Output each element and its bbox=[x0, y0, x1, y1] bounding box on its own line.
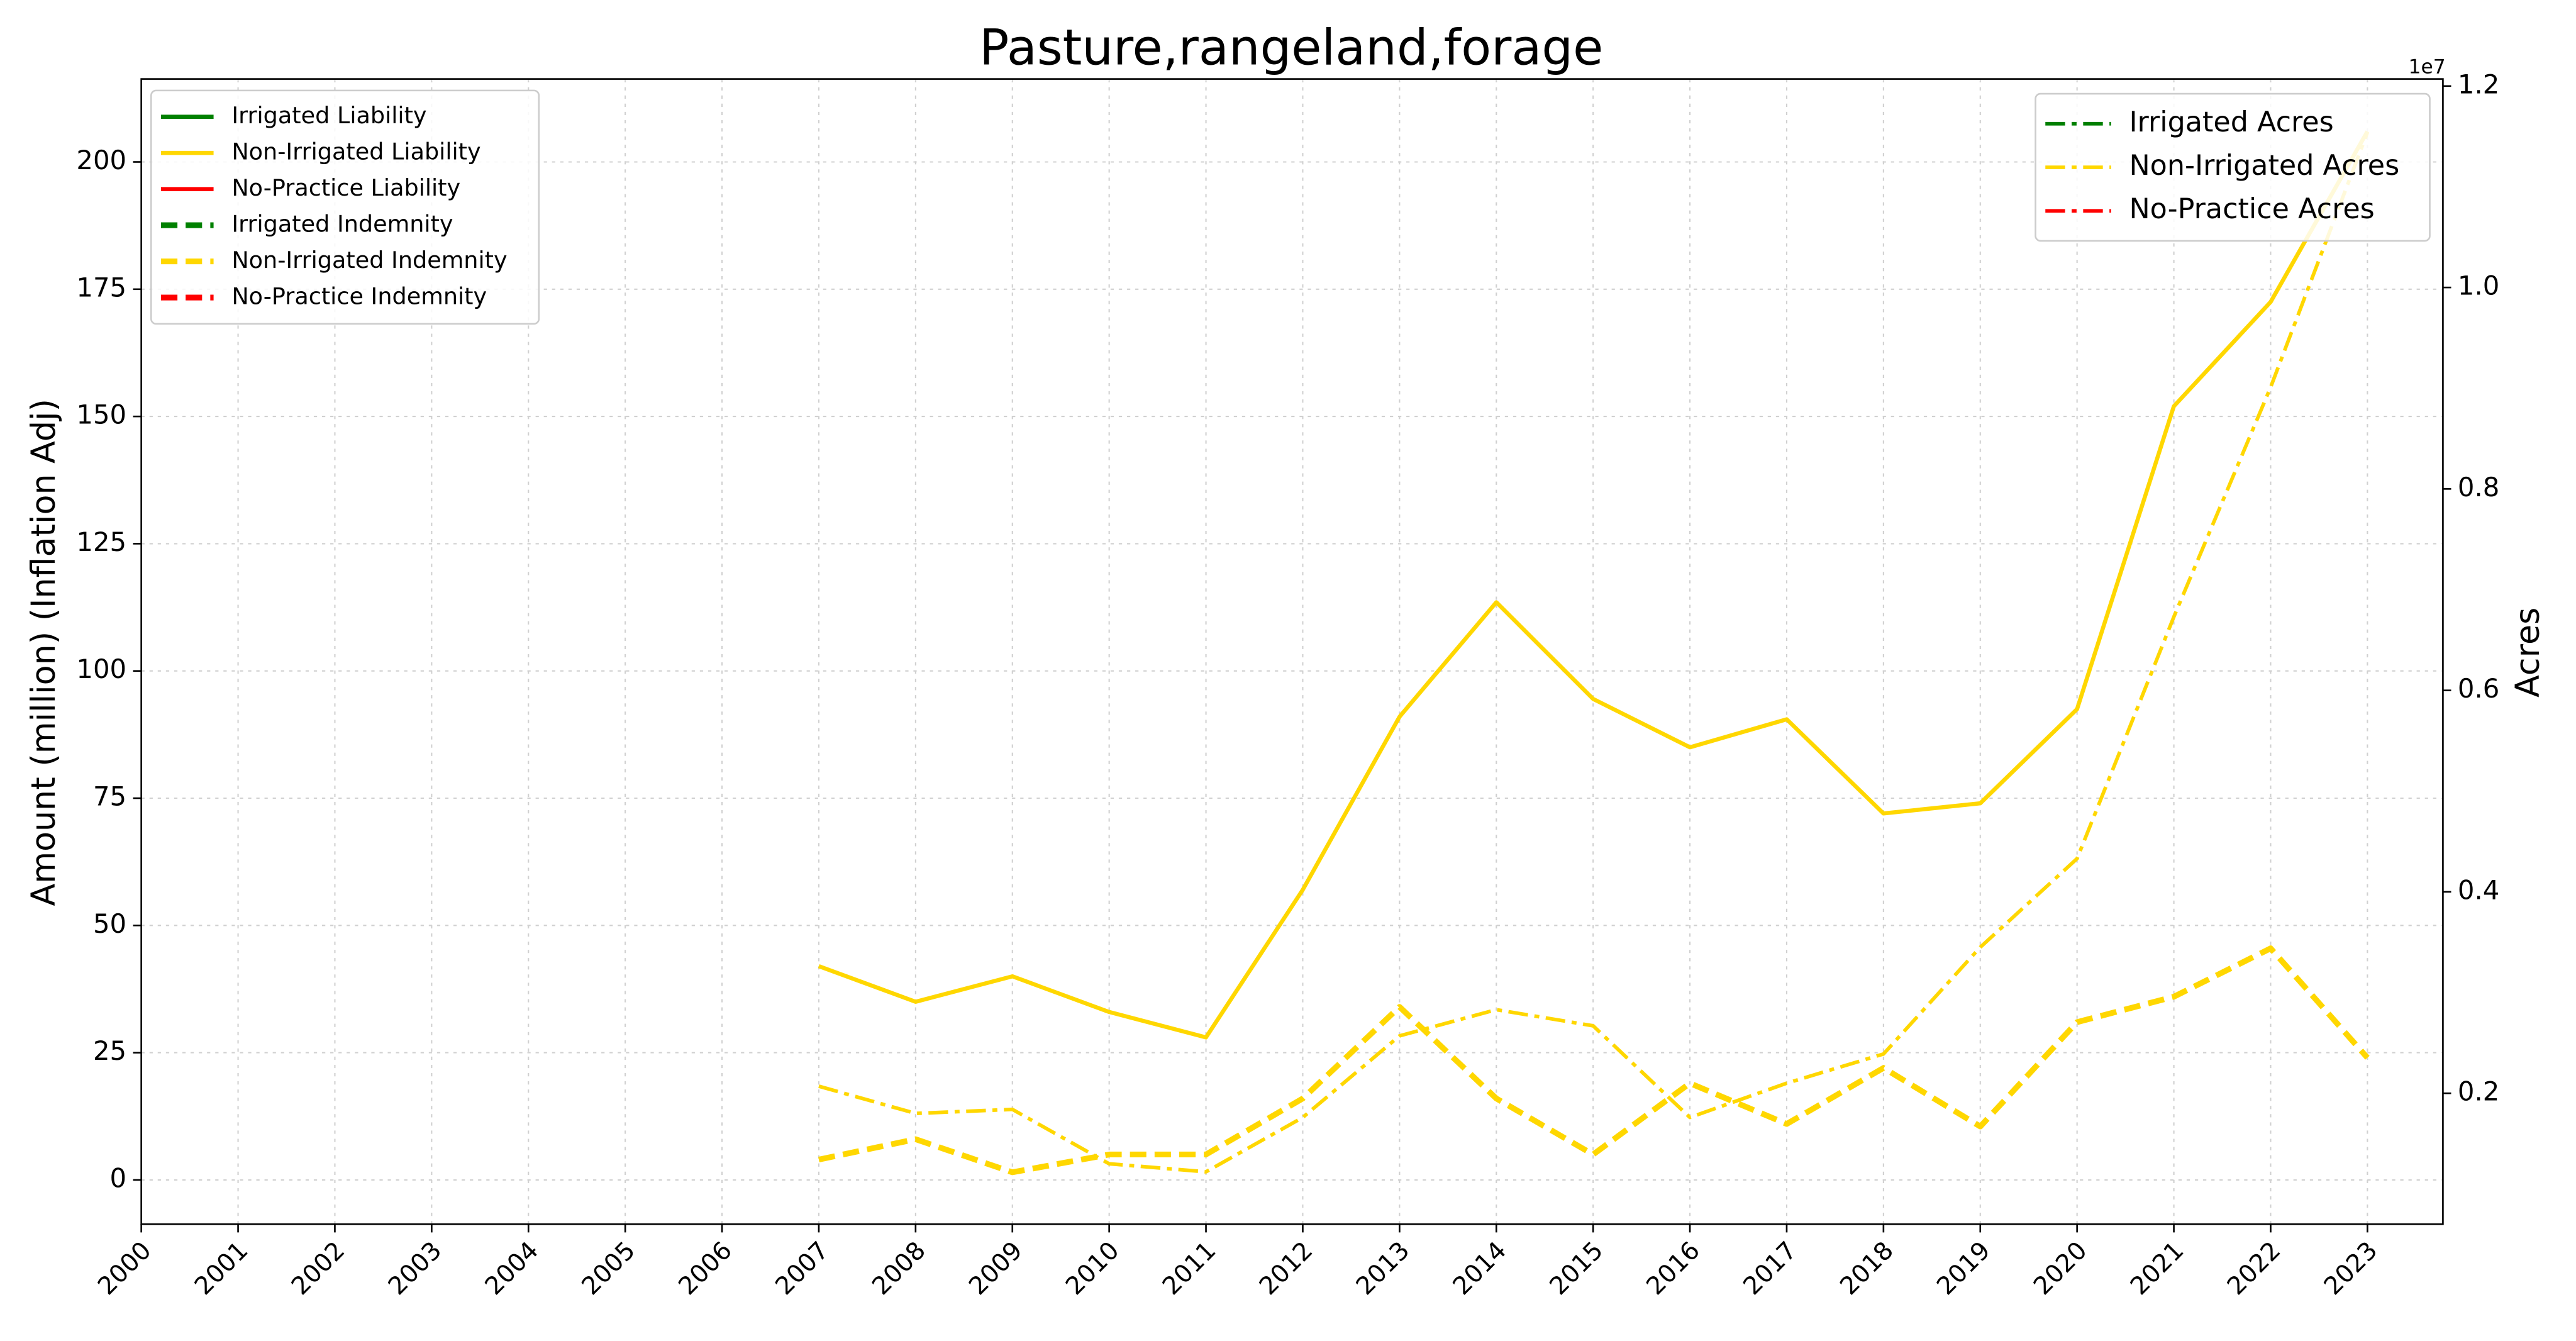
legend-label: Non-Irrigated Liability bbox=[231, 138, 480, 165]
x-tick-label: 2009 bbox=[963, 1237, 1028, 1301]
legend-label: Non-Irrigated Acres bbox=[2129, 150, 2399, 182]
legend-box bbox=[2035, 92, 2431, 242]
y-tick-label: 175 bbox=[76, 272, 126, 303]
y-tick-label: 25 bbox=[93, 1035, 126, 1066]
y-tick-label: 0 bbox=[110, 1162, 127, 1193]
x-tick-label: 2002 bbox=[286, 1237, 350, 1301]
legend-label: Irrigated Indemnity bbox=[231, 211, 453, 238]
x-tick-label: 2019 bbox=[1931, 1237, 1996, 1301]
legend-label: No-Practice Liability bbox=[231, 174, 460, 201]
legend-box bbox=[150, 89, 540, 325]
plot-frame bbox=[140, 78, 2444, 1225]
x-tick-label: 2005 bbox=[577, 1237, 641, 1301]
legend-label: Non-Irrigated Indemnity bbox=[231, 247, 507, 274]
legend-label: No-Practice Acres bbox=[2129, 193, 2374, 225]
series-line bbox=[818, 945, 2370, 1176]
chart-title: Pasture,rangeland,forage bbox=[979, 19, 1603, 77]
x-tick-label: 2023 bbox=[2319, 1237, 2383, 1301]
x-tick-label: 2016 bbox=[1641, 1237, 1706, 1301]
x-tick-label: 2003 bbox=[383, 1237, 447, 1301]
y-tick-label: 200 bbox=[76, 145, 126, 175]
x-tick-label: 2012 bbox=[1254, 1237, 1318, 1301]
x-tick-label: 2004 bbox=[480, 1237, 544, 1301]
series-line bbox=[818, 130, 2370, 1040]
y-tick-label: 125 bbox=[76, 526, 126, 557]
x-tick-label: 2011 bbox=[1157, 1237, 1221, 1301]
x-tick-label: 2018 bbox=[1835, 1237, 1899, 1301]
x-tick-label: 2000 bbox=[92, 1237, 157, 1301]
y2-tick-label: 0.6 bbox=[2458, 673, 2499, 704]
series-line bbox=[818, 131, 2370, 1174]
y-tick-label: 50 bbox=[93, 908, 126, 939]
x-tick-label: 2007 bbox=[770, 1237, 835, 1301]
x-tick-label: 2021 bbox=[2125, 1237, 2189, 1301]
x-tick-label: 2015 bbox=[1545, 1237, 1609, 1301]
x-tick-label: 2022 bbox=[2222, 1237, 2286, 1301]
x-tick-label: 2014 bbox=[1448, 1237, 1512, 1301]
y-tick-label: 150 bbox=[76, 399, 126, 430]
x-tick-label: 2017 bbox=[1738, 1237, 1802, 1301]
y2-axis-label: Acres bbox=[2509, 608, 2547, 698]
x-tick-label: 2006 bbox=[674, 1237, 738, 1301]
y2-tick-label: 0.4 bbox=[2458, 874, 2499, 905]
x-tick-label: 2020 bbox=[2028, 1237, 2092, 1301]
y-tick-label: 100 bbox=[76, 654, 126, 684]
x-tick-label: 2001 bbox=[189, 1237, 253, 1301]
x-tick-label: 2008 bbox=[867, 1237, 931, 1301]
y-axis-label: Amount (million) (Inflation Adj) bbox=[25, 399, 63, 906]
legend-label: Irrigated Liability bbox=[231, 102, 426, 129]
legend-label: Irrigated Acres bbox=[2129, 106, 2333, 138]
y2-tick-label: 0.8 bbox=[2458, 472, 2499, 503]
legend-label: No-Practice Indemnity bbox=[231, 283, 487, 310]
y2-offset-label: 1e7 bbox=[2409, 55, 2446, 78]
x-tick-label: 2010 bbox=[1060, 1237, 1124, 1301]
y2-tick-label: 1.0 bbox=[2458, 270, 2499, 301]
y2-tick-label: 0.2 bbox=[2458, 1076, 2499, 1107]
y2-tick-label: 1.2 bbox=[2458, 69, 2499, 99]
x-tick-label: 2013 bbox=[1351, 1237, 1415, 1301]
y-tick-label: 75 bbox=[93, 781, 126, 812]
